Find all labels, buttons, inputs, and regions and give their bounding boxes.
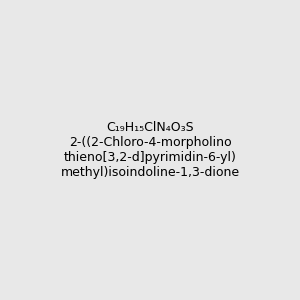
Text: C₁₉H₁₅ClN₄O₃S
2-((2-Chloro-4-morpholino
thieno[3,2-d]pyrimidin-6-yl)
methyl)isoi: C₁₉H₁₅ClN₄O₃S 2-((2-Chloro-4-morpholino … bbox=[60, 121, 240, 179]
